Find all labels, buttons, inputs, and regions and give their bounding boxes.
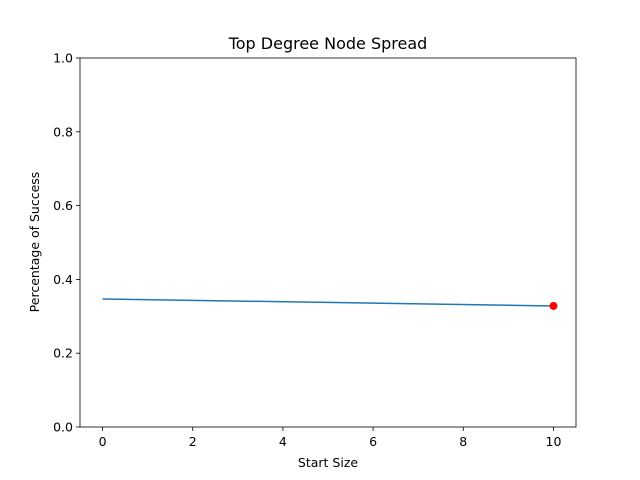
series-line	[102, 298, 554, 307]
x-tick-label: 4	[279, 434, 287, 449]
x-tick-label: 2	[189, 434, 197, 449]
series-group	[102, 298, 554, 307]
x-tick-label: 0	[99, 434, 107, 449]
y-tick-label: 0.6	[53, 198, 73, 213]
y-tick-label: 0.2	[53, 346, 73, 361]
marker-group	[549, 301, 558, 310]
y-tick-label: 0.0	[53, 420, 73, 435]
data-point-marker	[549, 301, 558, 310]
x-axis-label: Start Size	[298, 455, 358, 470]
y-tick-label: 0.8	[53, 124, 73, 139]
y-tick-label: 1.0	[53, 51, 73, 66]
x-axis: 0 2 4 6 8 10	[99, 427, 562, 449]
y-axis-label: Percentage of Success	[27, 172, 42, 313]
x-tick-label: 8	[459, 434, 467, 449]
plot-frame	[79, 57, 577, 428]
y-tick-label: 0.4	[53, 272, 73, 287]
x-tick-label: 6	[369, 434, 377, 449]
x-tick-label: 10	[546, 434, 562, 449]
chart-title: Top Degree Node Spread	[228, 34, 428, 53]
y-axis: 0.0 0.2 0.4 0.6 0.8 1.0	[53, 51, 80, 435]
